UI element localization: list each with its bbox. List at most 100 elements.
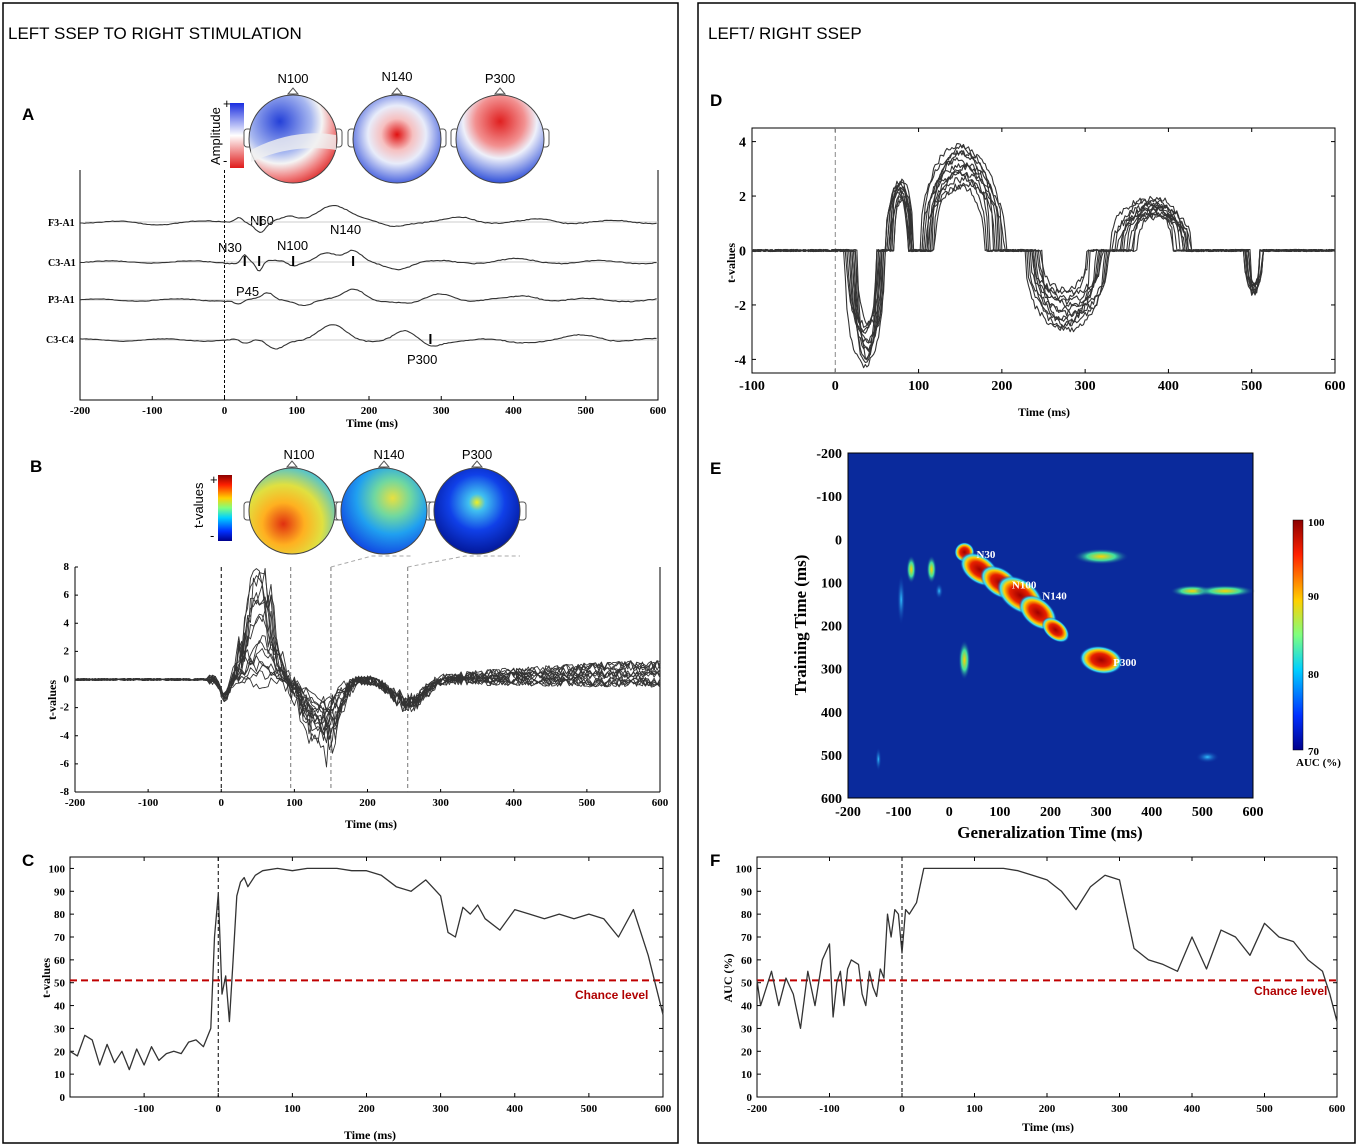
x-axis-label-f: Time (ms) [1022,1120,1074,1134]
chart-marks: -200 -100 0 100 200 300 400 500 60086420-2-4-6-8… [49,127,1346,1115]
x-tick-label: -100 [819,1103,840,1115]
chance-level-label-c: Chance level [575,988,648,1002]
heatmap-frame [847,452,1254,799]
topomap-a-p300 [450,87,550,184]
panel-label-d: D [710,91,722,110]
topomap-row-a: + - Amplitude N100 N140 P300 [208,69,550,184]
tvalue-series [74,575,661,724]
topomap-label-a-n100: N100 [277,71,308,86]
heatmap-cell [935,583,944,599]
x-tick-label: 0 [222,405,228,417]
channel-label: P3-A1 [48,295,75,306]
heatmap-cell [1079,645,1123,675]
heatmap-cell [875,747,882,772]
annotation-n100: N100 [277,238,308,253]
heatmap-cell [906,555,917,584]
auc-colorbar [1292,519,1304,751]
y-tick-label: 30 [741,1023,753,1035]
x-tick-label: 100 [286,797,303,809]
panel-label-f: F [710,851,720,870]
y-tick-label: 4 [64,617,70,629]
tvalue-series [74,640,661,736]
x-tick-label: 400 [507,1103,524,1115]
y-tick-label: 40 [54,1001,66,1013]
tvalue-series [74,572,661,741]
y-tick-label: 200 [821,620,842,635]
x-tick-label: 300 [433,405,450,417]
channel-trace-f3-a1 [80,204,657,233]
x-tick-label: 200 [361,405,378,417]
channel-label: C3-A1 [48,258,76,269]
x-tick-label: 200 [1039,1103,1056,1115]
y-tick-label: 2 [739,190,746,205]
x-tick-label: 100 [966,1103,983,1115]
y-axis-label-b: t-values [45,680,59,720]
x-tick-label: 200 [358,1103,375,1115]
colorbar-tick: 70 [1308,746,1320,758]
colorbar-tick: 90 [1308,591,1320,603]
y-tick-label: 80 [741,909,753,921]
left-title: LEFT SSEP TO RIGHT STIMULATION [8,24,302,43]
heatmap-annotation: N100 [1012,579,1037,591]
y-tick-label: 0 [60,1092,66,1104]
y-tick-label: -8 [60,786,70,798]
tvalue-series [751,143,1336,352]
x-tick-label: -100 [886,805,912,820]
panel-label-a: A [22,105,34,124]
x-tick-label: -200 [65,797,86,809]
x-tick-label: 0 [832,379,839,394]
heatmap-cell [926,555,937,584]
x-tick-label: -200 [70,405,91,417]
x-tick-label: 600 [1329,1103,1346,1115]
y-tick-label: -100 [816,490,842,505]
y-tick-label: 60 [741,955,753,967]
tvalue-series [74,567,661,725]
colorbar-tick: 100 [1308,517,1325,529]
x-tick-label: -100 [134,1103,155,1115]
topomap-row-b: + - t-values N100 N140 P300 [191,447,527,555]
chart-a: F3-A1 C3-A1 P3-A1 C3-C4 N60 N30 P45 N100… [46,213,437,430]
y-tick-label: 0 [64,674,70,686]
x-tick-label: 400 [505,405,522,417]
right-frame [697,2,1356,1144]
x-tick-label: 500 [581,1103,598,1115]
x-axis-label-d: Time (ms) [1018,405,1070,419]
channel-label: C3-C4 [46,335,74,346]
x-tick-label: 600 [650,405,667,417]
x-tick-label: 400 [1158,379,1179,394]
x-axis-label-b: Time (ms) [345,817,397,831]
y-tick-label: 600 [821,792,842,807]
channel-trace-c3-c4 [79,324,657,350]
heatmap-cell [897,573,906,626]
y-tick-label: 20 [741,1046,753,1058]
x-tick-label: 500 [1256,1103,1273,1115]
y-axis-label-d: t-values [724,243,738,283]
y-axis-label-c: t-values [39,958,53,998]
topomap-label-a-n140: N140 [381,69,412,84]
x-tick-label: 500 [579,797,596,809]
y-tick-label: 60 [54,955,66,967]
y-tick-label: 70 [741,932,753,944]
panel-label-e: E [710,459,721,478]
x-tick-label: 100 [908,379,929,394]
annotation-n30: N30 [218,240,242,255]
heatmap-annotation: N30 [976,549,995,561]
y-axis-label-f: AUC (%) [721,954,735,1003]
x-tick-label: 200 [1040,805,1061,820]
tvalue-series [751,149,1336,344]
y-tick-label: 10 [54,1069,66,1081]
tvalue-series [751,157,1336,333]
colorbar-minus-b: - [210,528,214,543]
tvalue-series [74,592,661,712]
x-tick-label: 500 [1241,379,1262,394]
y-tick-label: 50 [741,978,753,990]
topomap-label-a-p300: P300 [485,71,515,86]
x-tick-label: 600 [1243,805,1264,820]
y-tick-label: 100 [821,576,842,591]
y-tick-label: 30 [54,1023,66,1035]
colorbar-minus-a: - [223,153,227,168]
y-tick-label: 20 [54,1046,66,1058]
tvalue-series [74,584,661,744]
tvalue-colorbar [218,475,232,541]
y-tick-label: -4 [60,730,70,742]
